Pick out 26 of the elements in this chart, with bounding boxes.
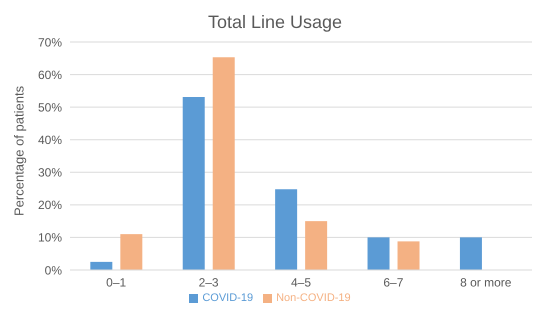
legend-label: COVID-19 [202, 292, 254, 304]
x-tick-label: 8 or more [460, 276, 512, 290]
bar [275, 189, 298, 270]
y-tick-label: 50% [38, 100, 62, 114]
bar [305, 221, 328, 270]
bar [398, 241, 420, 270]
bar [120, 234, 142, 270]
chart-title: Total Line Usage [206, 11, 344, 34]
x-tick-label: 6–7 [383, 276, 404, 290]
legend-label: Non-COVID-19 [276, 292, 351, 304]
y-tick-label: 60% [38, 68, 62, 82]
y-tick-label: 0% [44, 263, 62, 278]
x-tick-label: 0–1 [106, 276, 127, 290]
x-tick-label: 2–3 [198, 276, 219, 290]
y-tick-label: 70% [38, 35, 62, 50]
y-tick-label: 10% [38, 230, 62, 245]
y-tick-label: 40% [38, 132, 62, 147]
bar [368, 237, 390, 270]
y-tick-label: 20% [38, 198, 62, 212]
bar [90, 262, 112, 270]
x-tick-label: 4–5 [290, 276, 312, 290]
y-axis-title: Percentage of patients [12, 85, 27, 216]
bar [182, 97, 205, 270]
bar [460, 237, 482, 270]
y-tick-label: 30% [38, 166, 62, 180]
bar [212, 57, 235, 270]
